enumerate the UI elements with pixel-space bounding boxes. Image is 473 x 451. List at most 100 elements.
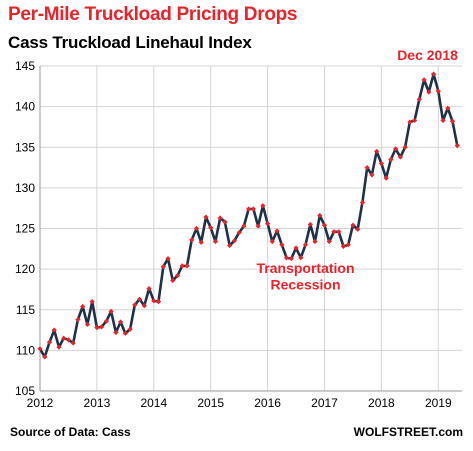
data-point — [160, 264, 166, 270]
data-point — [421, 77, 427, 83]
data-point — [416, 96, 422, 102]
data-point — [227, 242, 233, 249]
x-tick-label: 2012 — [27, 396, 54, 410]
data-point — [350, 222, 356, 228]
data-point — [326, 238, 332, 245]
data-point — [108, 308, 114, 314]
data-point — [440, 117, 446, 124]
data-point — [331, 229, 337, 235]
y-tick-label: 130 — [15, 181, 35, 195]
data-point — [307, 221, 313, 228]
data-point — [283, 255, 290, 261]
data-point — [51, 327, 57, 333]
data-point — [136, 296, 143, 302]
data-point — [236, 229, 242, 236]
data-point — [170, 277, 176, 284]
data-point — [449, 118, 456, 124]
data-point — [293, 245, 299, 251]
data-point — [198, 239, 204, 245]
data-point — [99, 324, 105, 330]
data-point — [393, 146, 399, 152]
y-tick-label: 120 — [15, 262, 35, 276]
data-point — [113, 329, 119, 336]
data-point — [208, 225, 214, 231]
data-point — [374, 148, 380, 154]
y-tick-label: 110 — [16, 343, 35, 357]
data-point — [411, 117, 418, 124]
data-point — [445, 105, 451, 111]
x-tick-label: 2019 — [425, 396, 452, 410]
brand-label: WOLFSTREET.com — [353, 425, 463, 439]
axes — [39, 66, 462, 392]
x-tick-label: 2016 — [254, 396, 281, 410]
data-point — [336, 229, 342, 235]
data-point — [132, 302, 138, 308]
data-point — [260, 203, 266, 209]
data-point — [435, 88, 441, 94]
data-point — [269, 238, 275, 245]
data-point — [203, 214, 209, 220]
data-point — [89, 299, 95, 305]
source-note: Source of Data: Cass — [10, 425, 131, 439]
data-point — [364, 164, 370, 171]
data-point — [279, 242, 285, 248]
x-tick-label: 2013 — [84, 396, 111, 410]
data-point — [321, 222, 328, 228]
data-point — [174, 273, 181, 279]
data-point — [241, 223, 247, 229]
data-point — [397, 154, 403, 160]
data-point — [255, 223, 261, 229]
data-series — [38, 72, 459, 359]
data-point — [231, 238, 238, 244]
x-tick-labels: 2012 2013 2014 2015 2016 2017 2018 2019 — [27, 396, 452, 410]
y-tick-labels: 105 110 115 120 125 130 135 140 145 — [15, 59, 35, 398]
data-point — [288, 255, 294, 262]
data-point — [388, 156, 394, 163]
data-point — [103, 318, 109, 324]
annotation-label: Recession — [271, 276, 341, 292]
data-point — [222, 219, 228, 225]
data-point — [430, 71, 437, 77]
data-point — [407, 119, 413, 125]
x-tick-label: 2017 — [311, 396, 338, 410]
gridlines — [39, 65, 462, 392]
annotation-label: Dec 2018 — [397, 47, 458, 63]
data-point — [151, 298, 157, 304]
data-point — [274, 228, 280, 234]
data-point — [141, 303, 147, 309]
y-tick-label: 125 — [15, 222, 35, 236]
data-point — [340, 243, 347, 249]
data-point — [355, 226, 361, 232]
data-point — [61, 335, 67, 341]
data-point — [193, 225, 200, 232]
data-point — [250, 206, 256, 212]
data-point — [426, 89, 432, 95]
data-point — [189, 237, 195, 243]
data-point — [369, 172, 375, 178]
data-point — [264, 221, 271, 227]
y-tick-label: 145 — [15, 59, 35, 73]
data-point — [383, 175, 389, 181]
data-point — [359, 199, 366, 206]
data-point — [165, 255, 171, 262]
data-point — [184, 263, 190, 269]
data-point — [454, 143, 460, 149]
data-point — [75, 316, 81, 323]
data-point — [127, 326, 133, 332]
chart-title: Per-Mile Truckload Pricing Drops — [8, 4, 298, 25]
data-point — [37, 346, 43, 352]
data-markers — [37, 71, 460, 360]
y-tick-label: 115 — [16, 303, 35, 317]
data-point — [80, 303, 86, 310]
data-point — [298, 255, 304, 261]
data-point — [56, 344, 62, 350]
x-tick-label: 2018 — [368, 396, 395, 410]
annotation-label: Transportation — [257, 260, 355, 276]
data-point — [179, 263, 185, 269]
data-point — [118, 319, 124, 325]
data-point — [146, 286, 152, 292]
data-point — [402, 144, 408, 150]
data-point — [345, 242, 351, 248]
